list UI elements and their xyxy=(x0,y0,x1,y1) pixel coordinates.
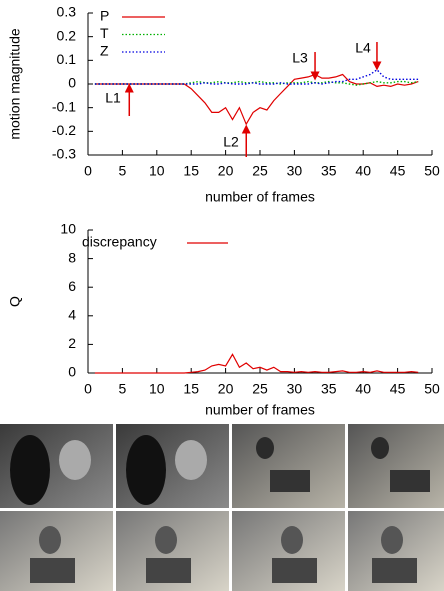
y-tick-label: 8 xyxy=(68,249,76,265)
annotation: L4 xyxy=(355,40,371,56)
x-tick-label: 45 xyxy=(390,163,406,179)
x-tick-label: 15 xyxy=(183,163,199,179)
y-tick-label: 6 xyxy=(68,278,76,294)
y-tick-label: 2 xyxy=(68,335,76,351)
legend-label: Z xyxy=(100,43,109,59)
frame-image xyxy=(348,424,444,508)
x-tick-label: 35 xyxy=(321,381,337,397)
series-line xyxy=(94,68,419,85)
x-tick-label: 10 xyxy=(149,163,165,179)
y-tick-label: 0.3 xyxy=(57,4,77,20)
y-tick-label: 4 xyxy=(68,307,76,323)
y-tick-label: -0.2 xyxy=(52,122,76,138)
x-tick-label: 50 xyxy=(424,381,440,397)
legend-label: T xyxy=(100,25,109,41)
y-tick-label: 0.1 xyxy=(57,51,77,67)
x-axis-label: number of frames xyxy=(205,402,315,418)
x-tick-label: 35 xyxy=(321,163,337,179)
x-tick-label: 0 xyxy=(84,381,92,397)
x-tick-label: 40 xyxy=(355,163,371,179)
legend-label: discrepancy xyxy=(82,234,157,250)
x-tick-label: 20 xyxy=(218,163,234,179)
x-tick-label: 5 xyxy=(119,163,127,179)
y-tick-label: -0.3 xyxy=(52,146,76,162)
x-tick-label: 15 xyxy=(183,381,199,397)
x-tick-label: 0 xyxy=(84,163,92,179)
series-line xyxy=(94,353,419,374)
thumbnails xyxy=(0,424,444,591)
x-tick-label: 30 xyxy=(287,381,303,397)
annotation: L1 xyxy=(105,90,121,106)
y-tick-label: 0.2 xyxy=(57,27,77,43)
x-tick-label: 40 xyxy=(355,381,371,397)
y-axis-label: Q xyxy=(7,296,23,307)
x-tick-label: 50 xyxy=(424,163,440,179)
legend-label: P xyxy=(100,8,109,24)
annotation: L2 xyxy=(223,134,239,150)
y-axis-label: motion magnitude xyxy=(7,28,23,140)
x-tick-label: 30 xyxy=(287,163,303,179)
y-tick-label: -0.1 xyxy=(52,98,76,114)
x-tick-label: 25 xyxy=(252,163,268,179)
x-axis-label: number of frames xyxy=(205,189,315,205)
x-tick-label: 20 xyxy=(218,381,234,397)
x-tick-label: 10 xyxy=(149,381,165,397)
y-tick-label: 0 xyxy=(68,364,76,380)
y-tick-label: 0 xyxy=(68,75,76,91)
x-tick-label: 5 xyxy=(119,381,127,397)
frame-image xyxy=(232,424,345,508)
x-tick-label: 25 xyxy=(252,381,268,397)
x-tick-label: 45 xyxy=(390,381,406,397)
y-tick-label: 10 xyxy=(60,221,76,237)
annotation: L3 xyxy=(292,50,308,66)
